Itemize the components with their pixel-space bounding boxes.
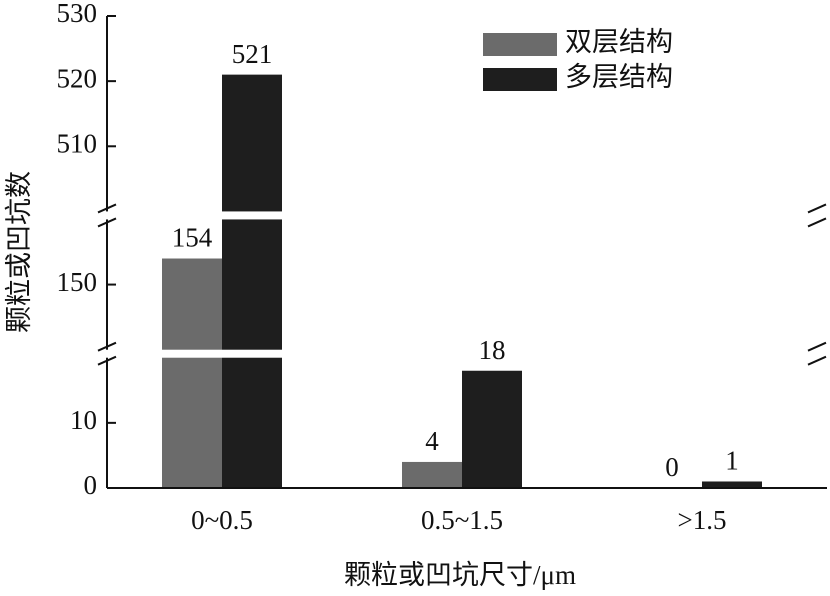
bar (462, 370, 522, 488)
y-tick-label: 530 (57, 0, 98, 28)
bar (702, 481, 762, 488)
axis-break-mark (97, 217, 117, 228)
x-tick-label: >1.5 (678, 505, 727, 535)
axis-break-mark (97, 203, 117, 214)
axis-break-mark (807, 203, 827, 214)
axis-break-mark (807, 217, 827, 228)
bar (402, 461, 462, 488)
axis-break-gap (104, 349, 830, 358)
y-tick-label: 0 (84, 470, 98, 500)
axis-break-mark (807, 341, 827, 352)
value-label: 521 (232, 39, 273, 69)
axis-break-mark (807, 355, 827, 366)
value-label: 0 (665, 452, 679, 482)
x-tick-label: 0.5~1.5 (421, 505, 503, 535)
legend-swatch (483, 68, 557, 91)
value-label: 18 (479, 335, 506, 365)
y-tick-label: 520 (57, 63, 98, 93)
axis-break-mark (97, 355, 117, 366)
value-label: 4 (425, 426, 439, 456)
x-axis-label: 颗粒或凹坑尺寸/μm (344, 560, 576, 590)
bar (162, 258, 222, 488)
legend-swatch (483, 33, 557, 56)
x-tick-label: 0~0.5 (191, 505, 253, 535)
y-tick-label: 10 (70, 405, 97, 435)
legend-label: 多层结构 (565, 62, 673, 92)
axis-break-gap (104, 211, 830, 220)
value-label: 1 (725, 446, 739, 476)
value-label: 154 (172, 223, 213, 253)
legend-label: 双层结构 (565, 27, 673, 57)
bar (222, 74, 282, 488)
axis-break-mark (97, 341, 117, 352)
y-axis-label: 颗粒或凹坑数 (4, 171, 34, 333)
y-tick-label: 150 (57, 267, 98, 297)
y-tick-label: 510 (57, 128, 98, 158)
